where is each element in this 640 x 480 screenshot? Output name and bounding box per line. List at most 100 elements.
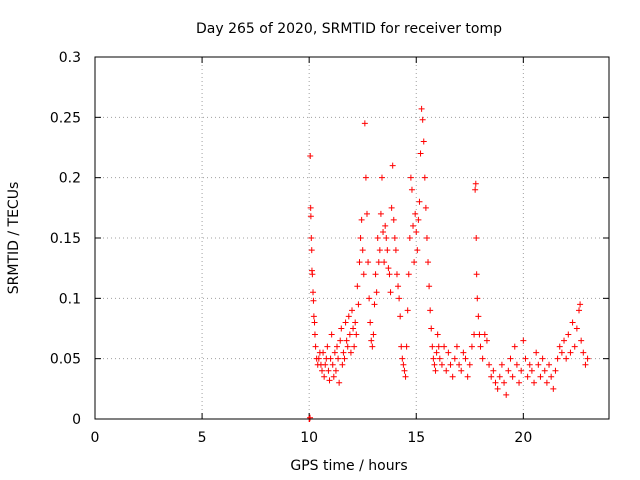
- y-tick-label: 0.3: [59, 50, 81, 66]
- data-point: [518, 367, 525, 374]
- data-point: [466, 361, 473, 368]
- data-point: [420, 138, 427, 145]
- data-point: [371, 301, 378, 308]
- data-point: [443, 367, 450, 374]
- data-point: [411, 259, 418, 266]
- data-point: [368, 337, 375, 344]
- x-tick-label: 15: [407, 430, 425, 446]
- data-point: [533, 349, 540, 356]
- data-point: [447, 361, 454, 368]
- data-point: [552, 367, 559, 374]
- data-point: [308, 235, 315, 241]
- x-tick-label: 10: [300, 430, 318, 446]
- data-point: [307, 204, 314, 211]
- data-point: [405, 271, 412, 278]
- data-point: [528, 367, 535, 374]
- data-point: [516, 379, 523, 386]
- data-point: [322, 361, 329, 368]
- data-point: [550, 385, 557, 392]
- data-point: [408, 186, 415, 193]
- data-point: [576, 307, 583, 314]
- data-point: [343, 337, 350, 344]
- data-point: [358, 216, 365, 223]
- data-point: [476, 331, 483, 338]
- data-point: [329, 361, 336, 368]
- data-point: [580, 349, 587, 356]
- y-axis-label: SRMTID / TECUs: [6, 182, 22, 295]
- data-point: [355, 301, 362, 308]
- data-point: [451, 355, 458, 362]
- data-point: [431, 361, 438, 368]
- y-tick-label: 0.1: [59, 291, 81, 307]
- data-point: [307, 213, 314, 220]
- data-point: [381, 259, 388, 266]
- data-point: [331, 349, 338, 356]
- data-point: [386, 271, 393, 278]
- data-point: [569, 319, 576, 326]
- data-point: [473, 271, 480, 278]
- data-point: [436, 355, 443, 362]
- data-point: [458, 367, 465, 374]
- data-point: [474, 295, 481, 302]
- data-point: [427, 307, 434, 314]
- data-point: [421, 174, 428, 181]
- data-point: [345, 313, 352, 320]
- data-point: [353, 331, 360, 338]
- data-point: [324, 343, 331, 350]
- x-tick-label: 5: [198, 430, 207, 446]
- data-point: [526, 361, 533, 368]
- data-point: [391, 235, 398, 241]
- data-point: [330, 373, 337, 380]
- data-point: [481, 331, 488, 338]
- data-point: [350, 325, 357, 332]
- data-point: [567, 349, 574, 356]
- data-point: [445, 349, 452, 356]
- data-point: [309, 271, 316, 278]
- data-point: [373, 289, 380, 296]
- data-point: [399, 355, 406, 362]
- data-point: [428, 325, 435, 332]
- data-point: [401, 367, 408, 374]
- data-point: [332, 367, 339, 374]
- data-point: [335, 355, 342, 362]
- data-point: [556, 343, 563, 350]
- data-point: [449, 373, 456, 380]
- data-point: [546, 361, 553, 368]
- data-point: [460, 349, 467, 356]
- data-point: [524, 373, 531, 380]
- data-point: [366, 295, 373, 302]
- y-tick-label: 0.2: [59, 171, 81, 187]
- data-point: [415, 216, 422, 223]
- data-point: [341, 355, 348, 362]
- data-point: [360, 271, 367, 278]
- data-point: [325, 367, 332, 374]
- data-point: [365, 259, 372, 266]
- data-point: [395, 283, 402, 290]
- data-point: [435, 343, 442, 350]
- data-point: [537, 373, 544, 380]
- data-point: [413, 228, 420, 235]
- y-tick-label: 0.05: [50, 352, 81, 368]
- data-point: [565, 331, 572, 338]
- data-point: [541, 367, 548, 374]
- data-point: [320, 349, 327, 356]
- data-point: [402, 373, 409, 380]
- data-point: [311, 331, 318, 338]
- data-point: [543, 379, 550, 386]
- data-point: [464, 373, 471, 380]
- data-point: [584, 355, 591, 362]
- data-point: [363, 210, 370, 217]
- data-point: [477, 343, 484, 350]
- data-point: [385, 265, 392, 272]
- data-point: [472, 186, 479, 193]
- data-point: [392, 247, 399, 254]
- data-point: [387, 289, 394, 296]
- data-point: [468, 343, 475, 350]
- data-point: [354, 283, 361, 290]
- data-point: [462, 355, 469, 362]
- data-point: [535, 361, 542, 368]
- data-point: [539, 355, 546, 362]
- data-point: [370, 331, 377, 338]
- data-point: [376, 247, 383, 254]
- data-point: [503, 391, 510, 398]
